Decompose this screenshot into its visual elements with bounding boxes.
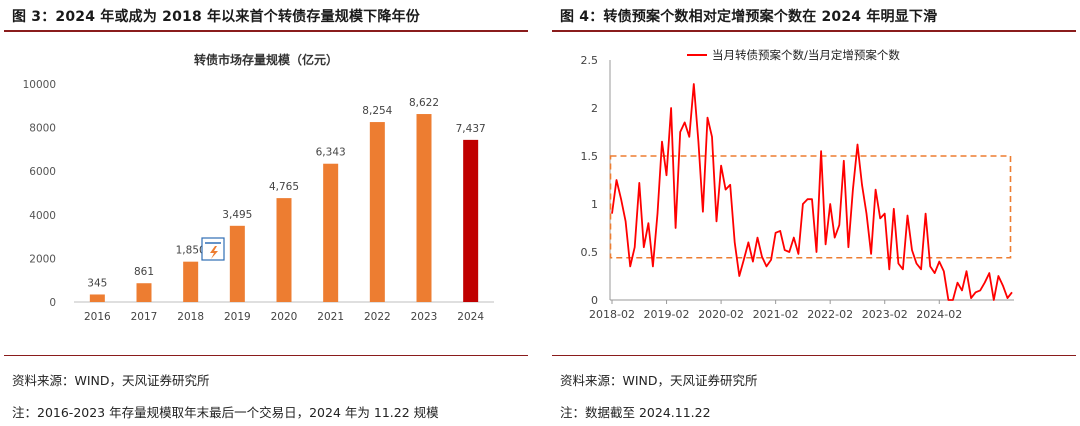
left-figure-title: 图 3：2024 年或成为 2018 年以来首个转债存量规模下降年份 <box>12 9 420 25</box>
bar-chart: 转债市场存量规模（亿元） 0 2000 4000 6000 8000 10000 345 8… <box>23 52 494 323</box>
x-tick-label: 2021 <box>317 311 344 323</box>
left-note-text: 注：2016-2023 年存量规模取年末最后一个交易日，2024 年为 11.2… <box>12 405 439 420</box>
x-tick-label: 2019 <box>224 311 251 323</box>
y-tick-label: 4000 <box>29 210 56 222</box>
right-title-rule <box>552 30 1076 32</box>
bar-data-label: 8,254 <box>362 105 392 117</box>
bar-data-label: 6,343 <box>316 147 346 159</box>
x-tick-label: 2023 <box>411 311 438 323</box>
bar <box>369 122 385 302</box>
y-tick-label: 0.5 <box>581 246 599 259</box>
left-title-rule <box>4 30 528 32</box>
y-tick-label: 0 <box>591 294 598 307</box>
x-tick-label: 2020-02 <box>698 308 744 321</box>
line-chart: 当月转债预案个数/当月定增预案个数 0 0.5 1 1.5 2 2.5 2018-02 20… <box>581 48 1014 321</box>
right-bottom-rule <box>552 355 1076 356</box>
x-tick-label: 2022-02 <box>807 308 853 321</box>
bar-data-label: 1,850 <box>176 245 206 257</box>
bar <box>136 283 152 302</box>
x-tick-label: 2017 <box>131 311 158 323</box>
bar-data-label: 7,437 <box>456 123 486 135</box>
y-tick-label: 2.5 <box>581 54 599 67</box>
left-figure-panel: 图 3：2024 年或成为 2018 年以来首个转债存量规模下降年份 转债市场存… <box>0 0 532 426</box>
right-figure-title: 图 4：转债预案个数相对定增预案个数在 2024 年明显下滑 <box>560 9 938 25</box>
left-bottom-rule <box>4 355 528 356</box>
y-tick-label: 6000 <box>29 166 56 178</box>
bar <box>89 294 105 302</box>
x-tick-label: 2018-02 <box>589 308 635 321</box>
left-source-text: 资料来源：WIND，天风证券研究所 <box>12 373 210 388</box>
bar <box>416 114 432 302</box>
x-tick-label: 2021-02 <box>753 308 799 321</box>
x-tick-label: 2022 <box>364 311 391 323</box>
legend-series-label: 当月转债预案个数/当月定增预案个数 <box>712 48 900 62</box>
x-tick-label: 2020 <box>271 311 298 323</box>
bar-data-label: 861 <box>134 266 154 278</box>
bar <box>229 225 245 302</box>
bar <box>183 261 199 302</box>
x-tick-label: 2024 <box>457 311 484 323</box>
y-tick-label: 1.5 <box>581 150 599 163</box>
bar-data-label: 345 <box>87 277 107 289</box>
right-source-text: 资料来源：WIND，天风证券研究所 <box>560 373 758 388</box>
x-tick-label: 2023-02 <box>862 308 908 321</box>
dashed-annotation-box <box>609 155 1012 259</box>
series-line <box>611 83 1013 301</box>
right-figure-panel: 图 4：转债预案个数相对定增预案个数在 2024 年明显下滑 当月转债预案个数/… <box>548 0 1080 426</box>
x-tick-label: 2016 <box>84 311 111 323</box>
line-chart-legend: 当月转债预案个数/当月定增预案个数 <box>687 48 900 62</box>
right-note-text: 注：数据截至 2024.11.22 <box>560 405 711 420</box>
x-tick-label: 2024-02 <box>916 308 962 321</box>
x-tick-label: 2019-02 <box>644 308 690 321</box>
y-tick-label: 10000 <box>23 79 56 91</box>
bar-chart-title: 转债市场存量规模（亿元） <box>194 52 338 67</box>
chart-edit-icon[interactable] <box>201 237 225 261</box>
bar-data-label: 4,765 <box>269 181 299 193</box>
y-tick-label: 0 <box>49 297 56 309</box>
y-tick-label: 1 <box>591 198 598 211</box>
bar <box>276 198 292 302</box>
bar <box>463 139 479 302</box>
line-chart-container: 当月转债预案个数/当月定增预案个数 0 0.5 1 1.5 2 2.5 2018-02 20… <box>552 34 1076 352</box>
y-tick-label: 8000 <box>29 123 56 135</box>
bar <box>323 163 339 302</box>
x-tick-label: 2018 <box>177 311 204 323</box>
bar-data-label: 3,495 <box>222 209 252 221</box>
y-tick-label: 2000 <box>29 253 56 265</box>
y-tick-label: 2 <box>591 102 598 115</box>
bar-chart-container: 转债市场存量规模（亿元） 0 2000 4000 6000 8000 10000 345 8… <box>4 34 528 352</box>
bar-data-label: 8,622 <box>409 97 439 109</box>
